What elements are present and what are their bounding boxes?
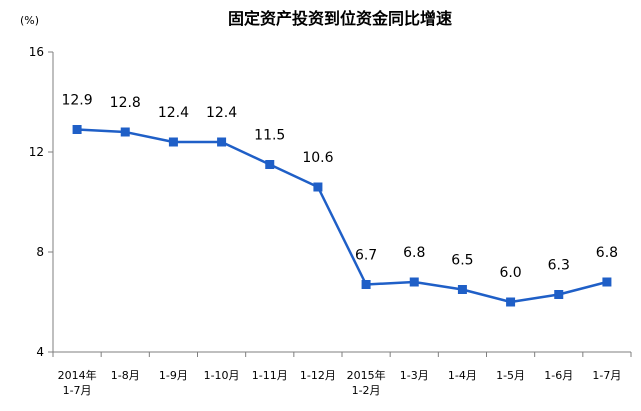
y-tick-label: 8 [36,245,44,259]
data-point-marker [217,137,227,147]
data-point-marker [361,280,371,289]
data-point-marker [409,277,419,287]
data-point-marker [72,125,82,134]
data-label: 6.5 [451,253,473,269]
x-tick-label: 1-8月 [111,369,140,382]
data-labels: 12.9 12.8 12.4 12.4 11.5 10.6 6.7 6.8 6.5 6.0 6.3 6… [61,93,618,282]
data-point-marker [457,285,467,294]
data-point-marker [602,277,612,287]
x-tick-label: 1-10月 [204,369,240,382]
data-point-marker [506,297,516,307]
data-label: 6.7 [355,248,377,264]
y-tick-label: 16 [29,45,44,59]
x-tick-label: 1-7月 [592,369,621,382]
x-tick-label: 1-4月 [448,369,477,382]
data-label: 6.8 [596,245,618,261]
y-tick-label: 12 [29,145,44,159]
data-label: 12.8 [110,95,141,111]
data-point-marker [313,182,323,192]
data-point-marker [168,137,178,147]
x-tick-label: 1-5月 [496,369,525,382]
x-tick-label: 1-3月 [400,369,429,382]
series-line [77,128,608,304]
data-label: 6.8 [403,245,425,261]
y-tick-label: 4 [36,345,44,359]
data-point-marker [554,290,564,299]
x-tick-label: 1-12月 [300,369,336,382]
x-tick-label: 1-9月 [159,369,188,382]
data-point-marker [120,127,130,137]
x-tick-label: 1-6月 [544,369,573,382]
data-label: 11.5 [254,128,285,144]
data-point-marker [265,160,275,169]
data-label: 6.3 [548,258,570,274]
data-label: 12.4 [158,105,189,121]
series-layer [72,125,612,307]
data-label: 10.6 [302,150,333,166]
x-tick-label: 2014年 1-7月 [58,368,97,397]
axes: 4 8 12 16 2014年 1-7月 1-8月 1-9月 1-10月 1-11月 1-12月 20… [29,45,632,397]
y-unit-label: (%) [20,14,39,27]
x-tick-label: 2015年 1-2月 [347,368,386,397]
data-label: 12.9 [61,93,92,109]
x-tick-label: 1-11月 [252,369,288,382]
data-label: 6.0 [499,265,521,281]
data-label: 12.4 [206,105,237,121]
chart-title: 固定资产投资到位资金同比增速 [228,9,452,28]
